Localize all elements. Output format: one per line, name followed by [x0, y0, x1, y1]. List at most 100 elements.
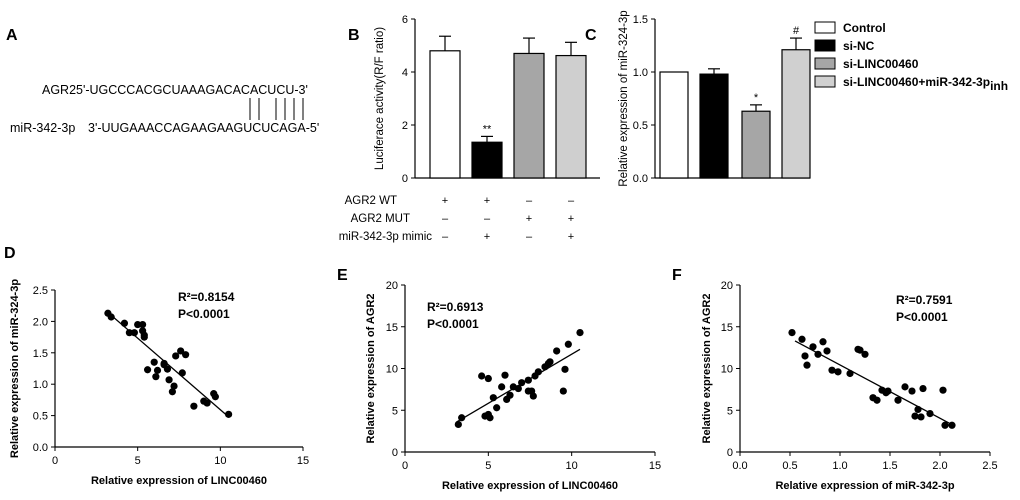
y-axis-label: Relative expression of AGR2	[701, 294, 713, 444]
data-point	[484, 374, 492, 383]
y-tick-label: 2.5	[33, 285, 48, 297]
data-point	[514, 384, 522, 393]
data-point	[190, 402, 198, 410]
data-point	[120, 319, 129, 327]
significance-mark: *	[754, 92, 759, 104]
condition-mark: +	[568, 213, 574, 225]
x-axis-label: Relative expression of LINC00460	[91, 475, 267, 487]
condition-mark: –	[526, 195, 533, 207]
bar	[471, 141, 503, 179]
data-point	[911, 412, 919, 420]
legend-swatch	[814, 21, 836, 34]
data-point	[498, 383, 506, 391]
chart-f: 0.0 0.5 1.0 1.5 2.0 2.5 0 5 10 15 20 Relative expre…	[701, 280, 998, 492]
significance-mark: **	[483, 123, 492, 135]
x-axis-label: Relative expression of miR-342-3p	[775, 480, 954, 492]
data-point	[873, 396, 881, 404]
data-point	[489, 394, 497, 402]
data-point	[926, 409, 934, 418]
condition-mark: –	[442, 213, 449, 225]
data-point	[846, 369, 854, 378]
legend-text: si-LINC00460	[843, 57, 919, 71]
base-pair-lines	[249, 98, 304, 120]
y-tick-label: 10	[386, 364, 398, 376]
y-tick-label: 6	[402, 14, 408, 26]
legend-swatch	[814, 75, 836, 88]
legend-label: si-LINC00460	[843, 57, 919, 71]
data-point	[172, 352, 180, 360]
y-tick-label: 20	[386, 280, 398, 292]
panel-label-e: E	[337, 267, 348, 284]
y-tick-label: 4	[402, 67, 408, 79]
y-tick-label: 0	[727, 447, 733, 459]
data-point	[458, 414, 466, 422]
data-point	[139, 320, 147, 329]
x-tick-label: 1.5	[882, 460, 897, 472]
x-tick-label: 15	[649, 460, 661, 472]
y-tick-label: 2	[402, 120, 408, 132]
legend-swatch	[814, 57, 836, 70]
data-point	[493, 404, 501, 412]
data-point	[894, 396, 902, 404]
y-tick-label: 2.0	[33, 316, 48, 328]
data-point	[561, 365, 569, 373]
data-point	[152, 373, 160, 381]
legend-text: si-LINC00460+miR-342-3p	[843, 75, 990, 89]
data-point	[941, 421, 949, 429]
chart-d: 0 5 10 15 0.0 0.5 1.0 1.5 2.0 2.5 Relative express…	[9, 279, 309, 487]
x-tick-label: 10	[566, 460, 578, 472]
x-tick-label: 15	[297, 455, 309, 467]
data-point	[529, 392, 537, 400]
chart-e: 0 5 10 15 0 5 10 15 20 Relative expression of LIN…	[365, 280, 661, 492]
data-point	[454, 420, 462, 429]
x-axis-label: Relative expression of LINC00460	[442, 480, 618, 492]
data-point	[819, 338, 827, 346]
data-point	[564, 340, 572, 348]
legend-subscript: inh	[990, 79, 1008, 93]
data-point	[165, 376, 173, 384]
data-point	[178, 369, 186, 377]
legend-text: si-NC	[843, 39, 875, 53]
condition-mark: –	[484, 213, 491, 225]
x-tick-label: 2.0	[932, 460, 947, 472]
data-point	[134, 320, 142, 329]
condition-mark: –	[568, 195, 575, 207]
x-tick-label: 0	[52, 455, 58, 467]
data-point	[140, 333, 148, 341]
condition-label: miR-342-3p mimic	[339, 231, 433, 243]
condition-mark: +	[484, 195, 490, 207]
regression-line	[109, 313, 230, 418]
data-point	[559, 387, 567, 395]
condition-mark: –	[442, 231, 449, 243]
legend-swatch	[814, 39, 836, 52]
y-axis-label: Luciferace activity(R/F ratio)	[374, 27, 386, 170]
r-squared-label: R²=0.8154	[178, 290, 235, 304]
data-point	[518, 379, 526, 387]
panel-label-f: F	[672, 267, 682, 284]
data-point	[788, 328, 796, 337]
data-point	[809, 343, 817, 351]
panel-label-d: D	[4, 245, 16, 262]
data-point	[501, 371, 509, 379]
data-point	[546, 358, 554, 366]
x-tick-label: 5	[135, 455, 141, 467]
y-tick-label: 10	[721, 364, 733, 376]
data-point	[211, 393, 219, 401]
y-tick-label: 15	[721, 322, 733, 334]
panel-label-a: A	[6, 27, 18, 44]
data-point	[884, 387, 892, 395]
bar	[741, 110, 771, 179]
legend-text: Control	[843, 21, 886, 35]
y-axis-label: Relative expression of miR-324-3p	[618, 10, 630, 186]
p-value-label: P<0.0001	[427, 317, 479, 331]
gene-sequence: 5'-UGCCCACGCUAAAGACACACUCU-3'	[76, 83, 308, 97]
condition-label: AGR2 MUT	[351, 213, 410, 225]
y-tick-label: 5	[727, 405, 733, 417]
data-point	[908, 387, 916, 395]
y-tick-label: 5	[392, 405, 398, 417]
condition-label: AGR2 WT	[345, 195, 397, 207]
data-point	[823, 347, 831, 355]
chart-b: 0 2 4 6 Luciferace activity(R/F ratio) ** AGR2…	[339, 14, 600, 243]
